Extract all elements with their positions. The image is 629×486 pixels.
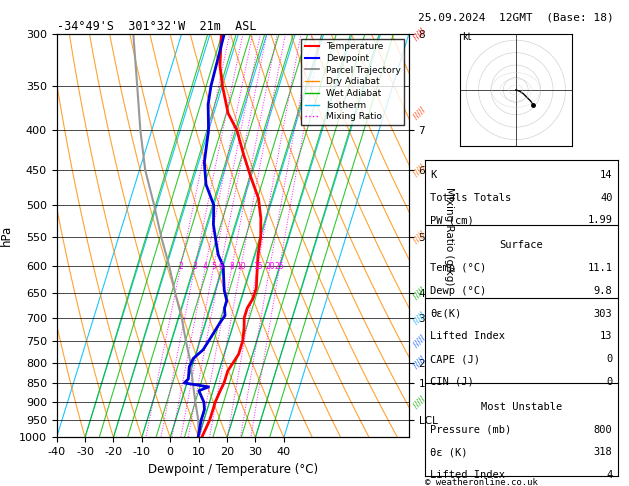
Text: θε(K): θε(K) bbox=[430, 309, 462, 319]
Text: 4: 4 bbox=[606, 470, 613, 480]
Text: 13: 13 bbox=[600, 331, 613, 341]
Text: θε (K): θε (K) bbox=[430, 447, 468, 457]
Text: Pressure (mb): Pressure (mb) bbox=[430, 425, 511, 434]
Text: 25: 25 bbox=[275, 262, 284, 271]
Text: 25.09.2024  12GMT  (Base: 18): 25.09.2024 12GMT (Base: 18) bbox=[418, 13, 614, 23]
Y-axis label: Mixing Ratio (g/kg): Mixing Ratio (g/kg) bbox=[444, 187, 454, 285]
Text: 14: 14 bbox=[600, 170, 613, 180]
Text: /////: ///// bbox=[412, 310, 428, 326]
Text: 10: 10 bbox=[236, 262, 246, 271]
Text: Lifted Index: Lifted Index bbox=[430, 470, 505, 480]
Text: 15: 15 bbox=[253, 262, 262, 271]
Text: K: K bbox=[430, 170, 437, 180]
Text: kt: kt bbox=[462, 32, 472, 42]
Y-axis label: hPa: hPa bbox=[1, 225, 13, 246]
Text: /////: ///// bbox=[412, 162, 428, 178]
Text: Totals Totals: Totals Totals bbox=[430, 192, 511, 203]
Text: CAPE (J): CAPE (J) bbox=[430, 354, 481, 364]
Text: /////: ///// bbox=[412, 333, 428, 349]
Text: Temp (°C): Temp (°C) bbox=[430, 263, 487, 273]
Text: 9.8: 9.8 bbox=[594, 286, 613, 296]
Text: PW (cm): PW (cm) bbox=[430, 215, 474, 226]
Legend: Temperature, Dewpoint, Parcel Trajectory, Dry Adiabat, Wet Adiabat, Isotherm, Mi: Temperature, Dewpoint, Parcel Trajectory… bbox=[301, 38, 404, 125]
Text: /////: ///// bbox=[412, 355, 428, 370]
Text: /////: ///// bbox=[412, 229, 428, 245]
Text: 800: 800 bbox=[594, 425, 613, 434]
Text: 0: 0 bbox=[606, 354, 613, 364]
Text: /////: ///// bbox=[412, 105, 428, 121]
Text: CIN (J): CIN (J) bbox=[430, 377, 474, 387]
Text: 5: 5 bbox=[211, 262, 216, 271]
Text: 11.1: 11.1 bbox=[587, 263, 613, 273]
Text: /////: ///// bbox=[412, 285, 428, 301]
Text: Lifted Index: Lifted Index bbox=[430, 331, 505, 341]
Text: Dewp (°C): Dewp (°C) bbox=[430, 286, 487, 296]
Text: 2: 2 bbox=[179, 262, 183, 271]
Text: /////: ///// bbox=[412, 26, 428, 42]
X-axis label: Dewpoint / Temperature (°C): Dewpoint / Temperature (°C) bbox=[148, 463, 318, 476]
Text: /////: ///// bbox=[412, 394, 428, 410]
Text: 4: 4 bbox=[203, 262, 208, 271]
Text: -34°49'S  301°32'W  21m  ASL: -34°49'S 301°32'W 21m ASL bbox=[57, 20, 256, 33]
Text: 303: 303 bbox=[594, 309, 613, 319]
Text: 0: 0 bbox=[606, 377, 613, 387]
Text: 8: 8 bbox=[230, 262, 235, 271]
Text: © weatheronline.co.uk: © weatheronline.co.uk bbox=[425, 478, 537, 486]
Text: 20: 20 bbox=[265, 262, 275, 271]
Text: 40: 40 bbox=[600, 192, 613, 203]
Text: 1.99: 1.99 bbox=[587, 215, 613, 226]
Text: 3: 3 bbox=[192, 262, 198, 271]
Text: 6: 6 bbox=[218, 262, 223, 271]
Text: Surface: Surface bbox=[499, 241, 543, 250]
Text: Most Unstable: Most Unstable bbox=[481, 402, 562, 412]
Text: 318: 318 bbox=[594, 447, 613, 457]
